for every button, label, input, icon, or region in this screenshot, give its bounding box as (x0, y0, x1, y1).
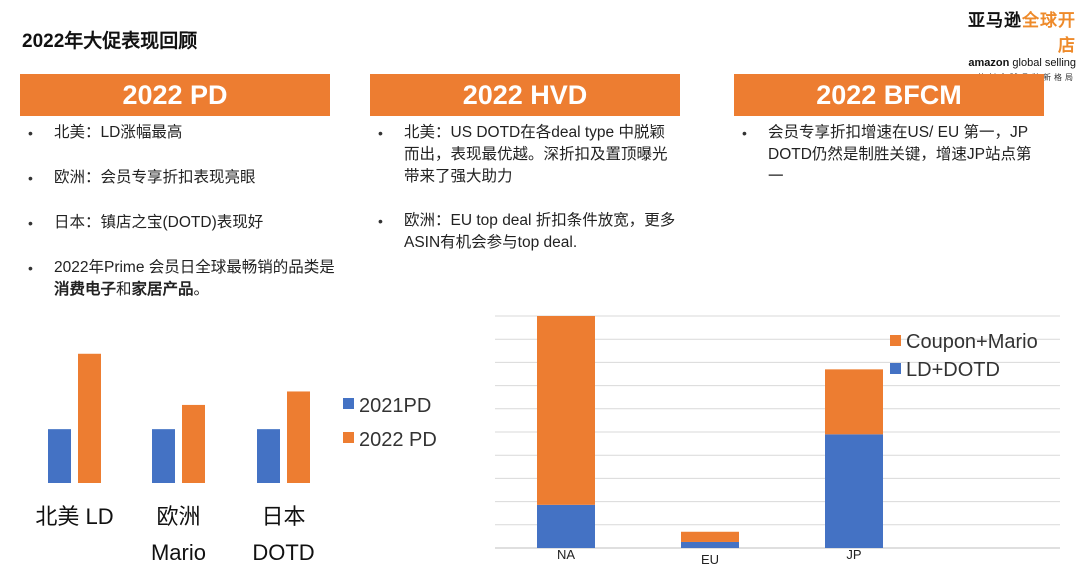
legend-swatch (890, 363, 901, 374)
category-label: 欧洲 (156, 504, 200, 529)
hvd-point-na: 北美：US DOTD在各deal type 中脱颖而出，表现最优越。深折扣及置顶… (370, 122, 680, 188)
banner-2022-bfcm: 2022 BFCM (734, 74, 1044, 116)
x-tick-label: NA (557, 547, 575, 562)
stacked-bar-eu-coupon-mario (681, 531, 739, 542)
pd-point-category-text-c: 和 (116, 281, 132, 298)
bar-2021pd-1 (152, 429, 175, 483)
legend-label: Coupon+Mario (906, 331, 1038, 353)
logo-cn-black: 亚马逊 (968, 11, 1022, 30)
stacked-bar-jp-coupon-mario (825, 369, 883, 435)
hvd-bullet-list: 北美：US DOTD在各deal type 中脱颖而出，表现最优越。深折扣及置顶… (370, 122, 680, 254)
pd-point-category-text-e: 。 (193, 281, 210, 298)
legend-label: LD+DOTD (906, 359, 1000, 381)
legend-swatch (343, 432, 354, 443)
pd-point-category: 2022年Prime 会员日全球最畅销的品类是消费电子和家居产品。 (20, 257, 340, 301)
bar-2022-pd-0 (78, 353, 101, 483)
page-title: 2022年大促表现回顾 (22, 31, 198, 52)
stacked-bar-na-ld-dotd (537, 504, 595, 548)
bar-2021pd-0 (48, 429, 71, 483)
pd-point-na: 北美：LD涨幅最高 (20, 122, 340, 144)
stacked-bar-jp-ld-dotd (825, 434, 883, 548)
bar-2022-pd-1 (182, 404, 205, 483)
highlight-electronics: 消费电子 (54, 281, 117, 298)
pd-point-eu: 欧洲：会员专享折扣表现亮眼 (20, 167, 340, 189)
x-tick-label: EU (701, 552, 719, 567)
bar-2021pd-2 (257, 429, 280, 483)
banner-2022-hvd: 2022 HVD (370, 74, 680, 116)
pd-point-jp: 日本：镇店之宝(DOTD)表现好 (20, 212, 340, 234)
category-label: 北美 LD (35, 504, 113, 529)
hvd-point-eu: 欧洲：EU top deal 折扣条件放宽，更多ASIN有机会参与top dea… (370, 210, 680, 254)
bfcm-point: 会员专享折扣增速在US/ EU 第一，JP DOTD仍然是制胜关键，增速JP站点… (734, 122, 1046, 188)
category-label: 日本 (261, 504, 305, 529)
logo-global-selling: global selling (1009, 57, 1076, 69)
pd-point-category-text-a: 2022年Prime 会员日全球最畅销的品类是 (54, 259, 335, 276)
logo-cn-orange: 全球开店 (1022, 11, 1076, 55)
stacked-bar-eu-ld-dotd (681, 541, 739, 548)
stacked-bar-na-coupon-mario (537, 316, 595, 505)
bar-2022-pd-2 (287, 391, 310, 483)
legend-label: 2021PD (359, 395, 431, 417)
banner-2022-pd: 2022 PD (20, 74, 330, 116)
x-tick-label: JP (846, 547, 861, 562)
legend-swatch (343, 398, 354, 409)
legend-label: 2022 PD (359, 429, 437, 451)
bfcm-bullet-list: 会员专享折扣增速在US/ EU 第一，JP DOTD仍然是制胜关键，增速JP站点… (734, 122, 1046, 188)
legend-swatch (890, 335, 901, 346)
category-label: Mario (151, 540, 206, 565)
pd-bullet-list: 北美：LD涨幅最高 欧洲：会员专享折扣表现亮眼 日本：镇店之宝(DOTD)表现好… (20, 122, 340, 301)
highlight-home: 家居产品 (131, 281, 194, 298)
logo-amazon: amazon (968, 57, 1010, 69)
category-label: DOTD (252, 540, 314, 565)
